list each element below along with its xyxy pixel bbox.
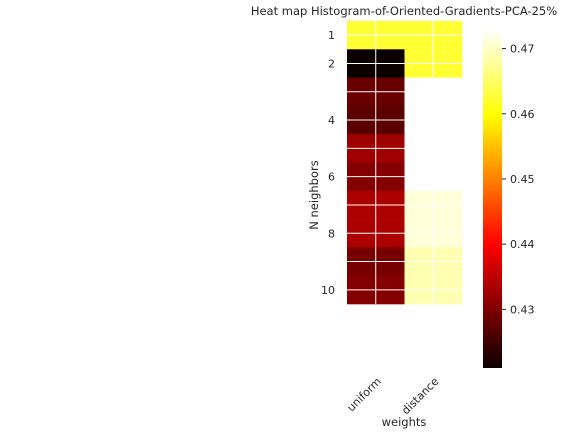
colorbar-tick-label: 0.46 (510, 108, 535, 121)
x-tick-label: distance (399, 375, 441, 417)
y-tick-label: 6 (328, 171, 335, 184)
y-tick-label: 10 (321, 284, 335, 297)
y-tick-label: 2 (328, 57, 335, 70)
chart-title: Heat map Histogram-of-Oriented-Gradients… (251, 4, 557, 18)
x-axis-ticks: uniform distance (345, 375, 442, 417)
heatmap-gridlines (347, 21, 462, 304)
x-tick-label: uniform (345, 375, 384, 414)
colorbar-tick-label: 0.43 (510, 303, 535, 316)
x-axis-label: weights (382, 415, 427, 429)
y-tick-label: 8 (328, 227, 335, 240)
y-tick-label: 4 (328, 114, 335, 127)
y-tick-label: 1 (328, 29, 335, 42)
y-axis-ticks: 1 2 4 6 8 10 (321, 29, 335, 297)
colorbar (483, 29, 502, 368)
colorbar-tick-label: 0.45 (510, 173, 535, 186)
colorbar-tick-label: 0.44 (510, 238, 535, 251)
y-axis-label: N neighbors (307, 160, 321, 229)
colorbar-tick-label: 0.47 (510, 43, 535, 56)
colorbar-ticks: 0.43 0.44 0.45 0.46 0.47 (502, 43, 535, 316)
